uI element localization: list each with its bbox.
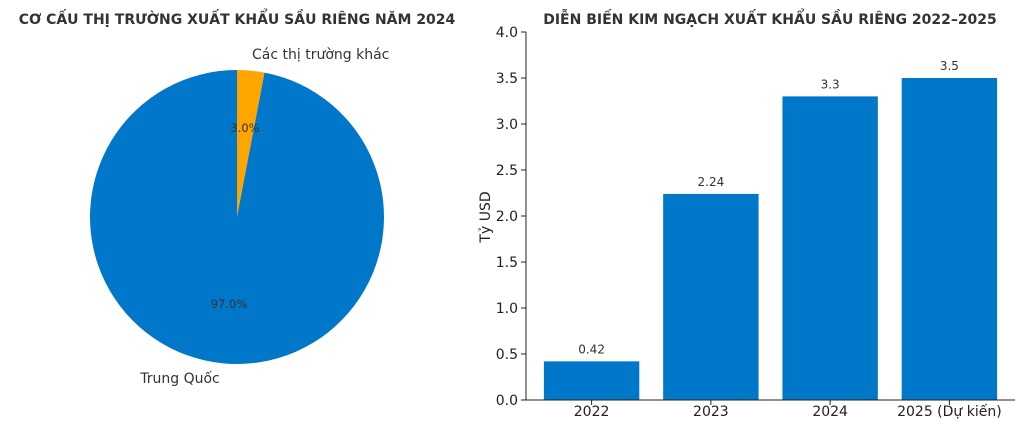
- pie-slice-1: [89, 70, 385, 365]
- y-tick-label-2: 1.0: [496, 301, 518, 317]
- pie-label-others: Các thị trường khác: [252, 47, 389, 63]
- y-tick-label-3: 1.5: [496, 255, 518, 271]
- bar-chart: DIỄN BIẾN KIM NGẠCH XUẤT KHẨU SẦU RIÊNG …: [478, 8, 1015, 420]
- y-tick-label-1: 0.5: [496, 347, 518, 363]
- y-tick-label-0: 0.0: [496, 393, 518, 409]
- y-axis-ticks: 0.0 0.5 1.0 1.5 2.0 2.5 3.0 3.5 4.0: [496, 25, 526, 409]
- pie-title: CƠ CẤU THỊ TRƯỜNG XUẤT KHẨU SẦU RIÊNG NĂ…: [19, 8, 456, 28]
- pie-pct-china: 97.0%: [211, 297, 248, 311]
- y-tick-label-4: 2.0: [496, 209, 518, 225]
- x-tick-label-1: 2023: [693, 404, 729, 420]
- x-tick-label-3: 2025 (Dự kiến): [897, 403, 1002, 420]
- x-tick-label-0: 2022: [574, 404, 610, 420]
- pie-slice-0: [237, 70, 265, 217]
- bar-value-label-0: 0.42: [578, 342, 605, 356]
- bar-0: [543, 361, 640, 400]
- pie-slices: [89, 70, 385, 365]
- pie-chart: CƠ CẤU THỊ TRƯỜNG XUẤT KHẨU SẦU RIÊNG NĂ…: [19, 8, 456, 387]
- bar-3: [901, 78, 998, 400]
- pie-pct-others: 3.0%: [230, 121, 259, 135]
- x-axis-ticks: 2022 2023 2024 2025 (Dự kiến): [574, 400, 1002, 420]
- y-tick-label-7: 3.5: [496, 71, 518, 87]
- bar-title: DIỄN BIẾN KIM NGẠCH XUẤT KHẨU SẦU RIÊNG …: [543, 8, 997, 28]
- bar-value-label-2: 3.3: [821, 77, 840, 91]
- bar-2: [782, 96, 878, 401]
- bar-value-label-1: 2.24: [698, 175, 725, 189]
- bar-value-label-3: 3.5: [940, 59, 959, 73]
- bars: [543, 78, 998, 401]
- x-tick-label-2: 2024: [812, 404, 848, 420]
- y-tick-label-8: 4.0: [496, 25, 518, 41]
- y-axis-label: Tỷ USD: [478, 191, 494, 243]
- bar-1: [663, 193, 759, 400]
- bar-value-labels: 0.42 2.24 3.3 3.5: [578, 59, 959, 356]
- y-tick-label-6: 3.0: [496, 117, 518, 133]
- y-tick-label-5: 2.5: [496, 163, 518, 179]
- pie-label-china: Trung Quốc: [139, 370, 220, 387]
